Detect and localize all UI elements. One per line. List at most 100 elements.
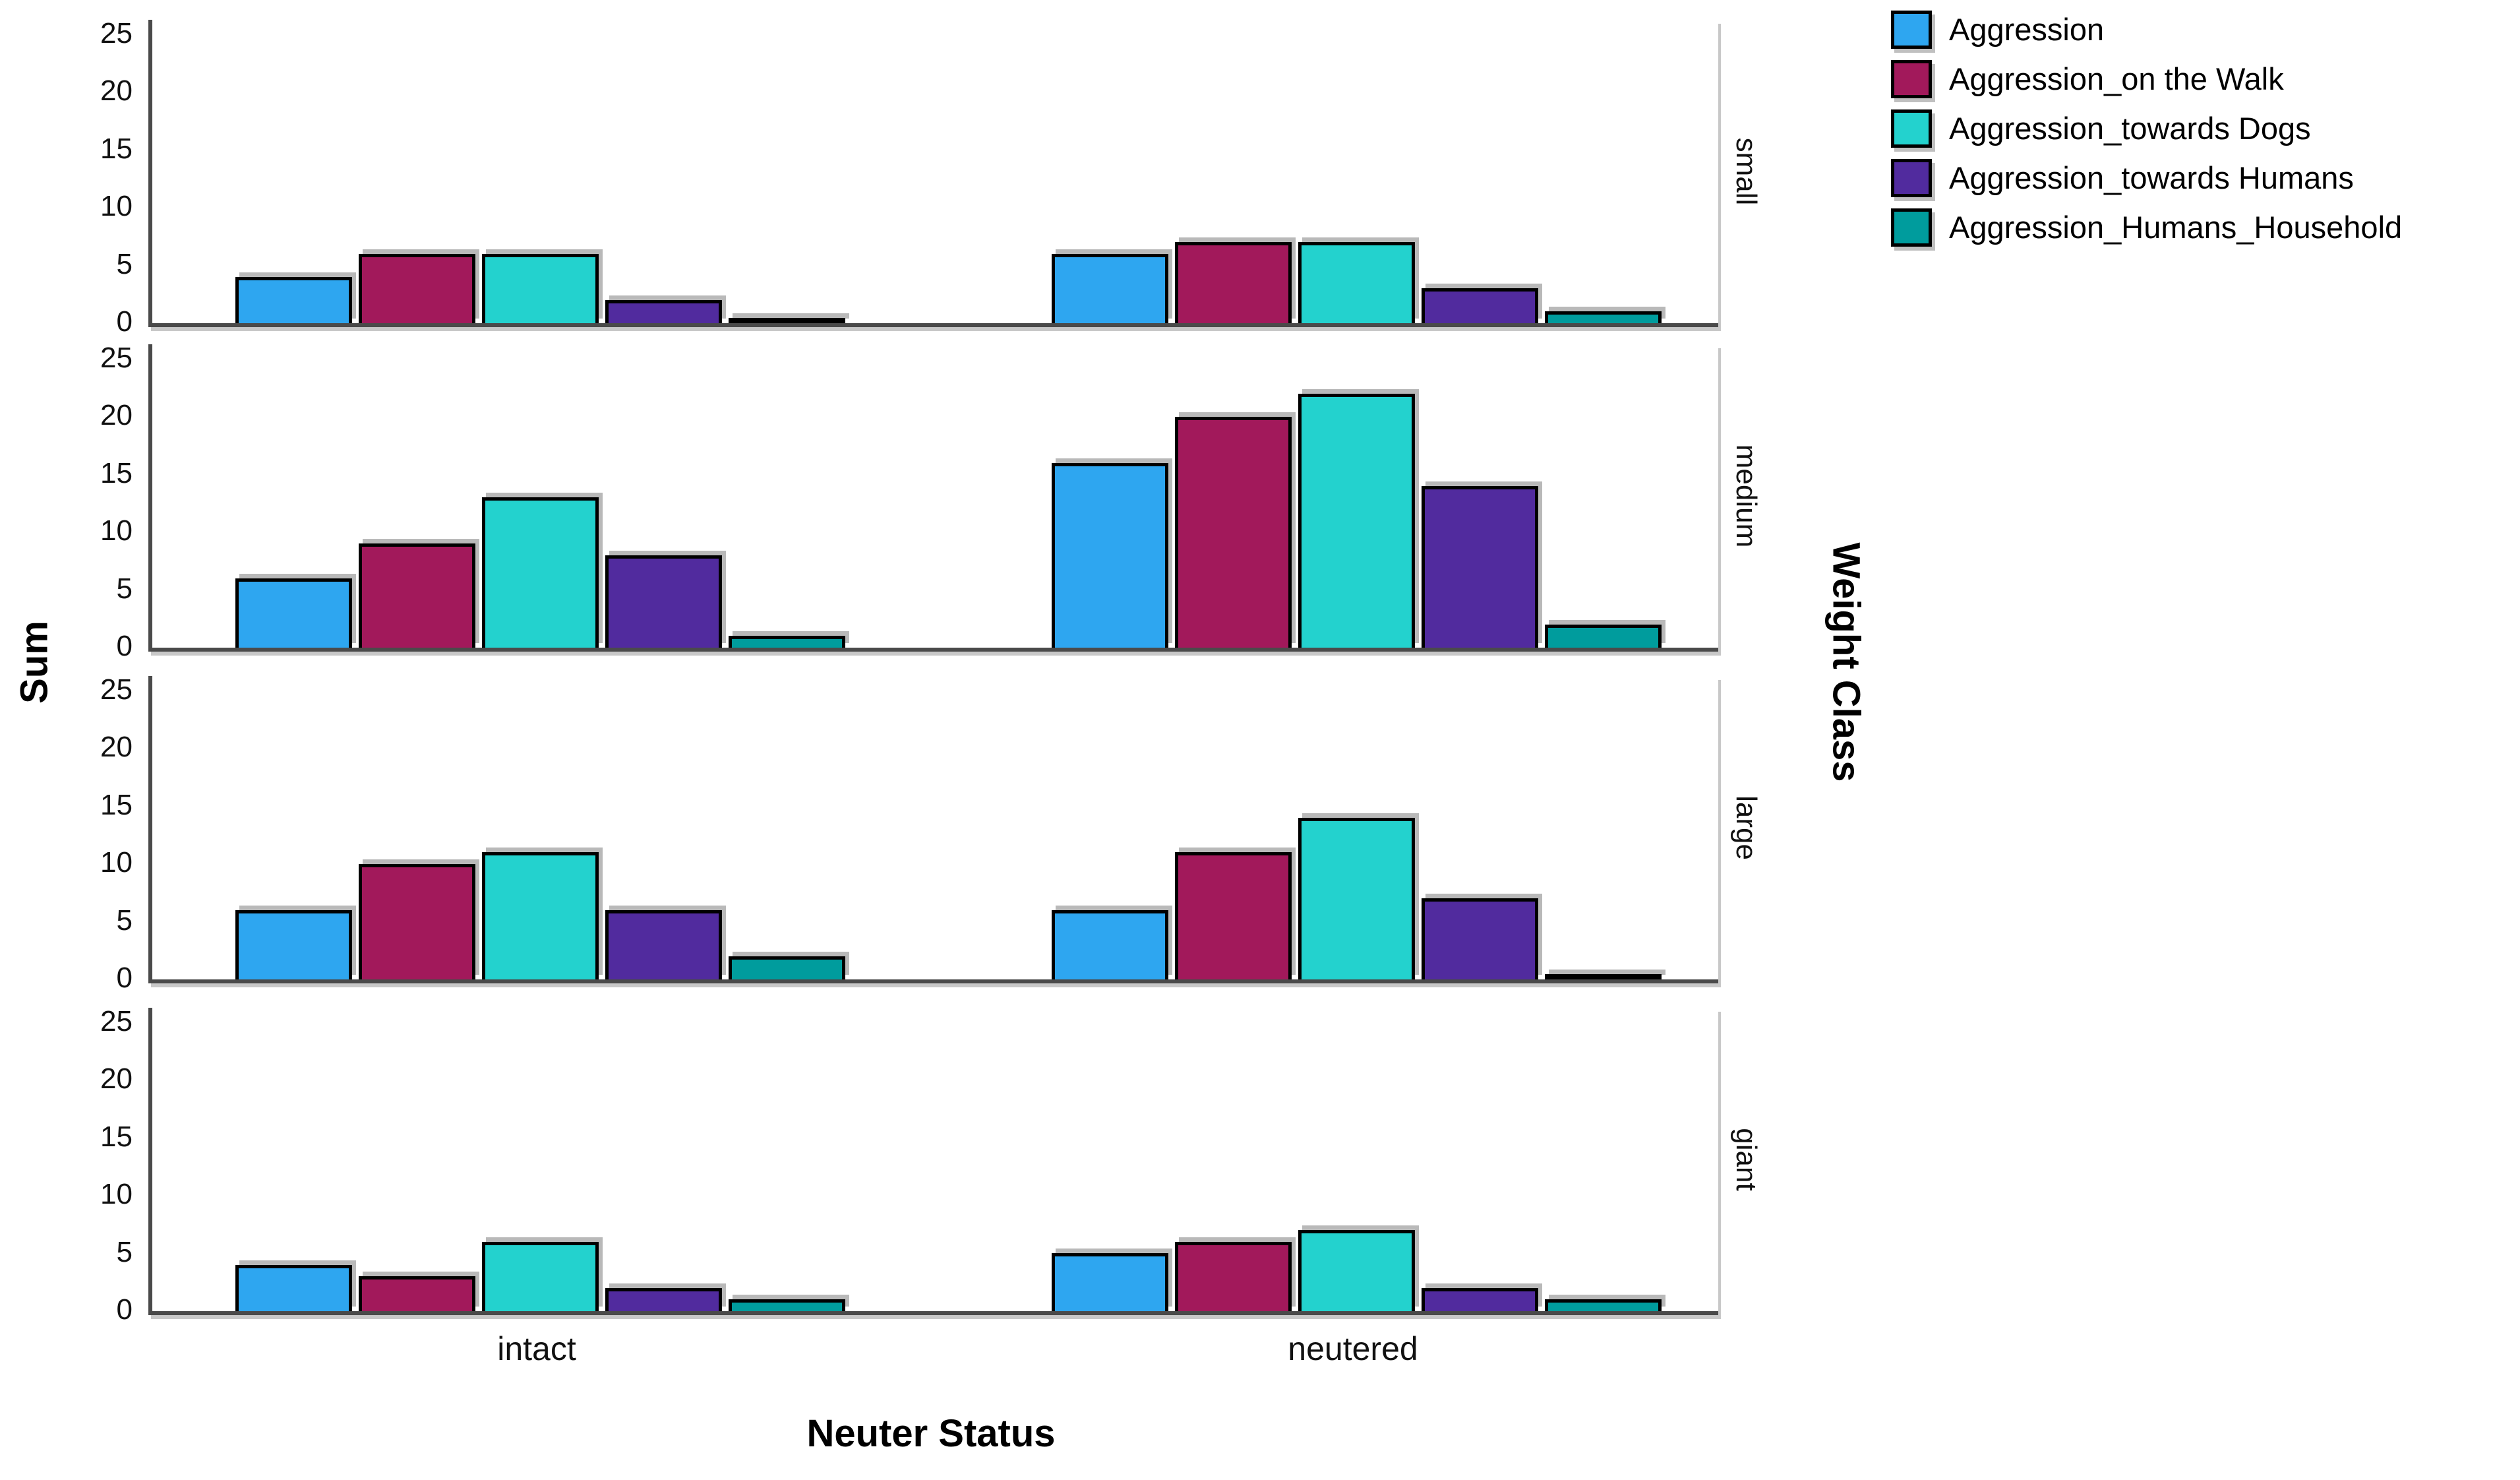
bar-aggression-humans-household (1545, 311, 1662, 323)
legend-label: Aggression (1949, 12, 2105, 47)
y-tick-label: 20 (100, 731, 133, 763)
bar-aggression-on-the-walk (359, 254, 475, 323)
bar-aggression-on-the-walk (1175, 1242, 1292, 1311)
x-axis-title: Neuter Status (806, 1412, 1056, 1455)
legend-swatch-icon (1891, 208, 1932, 247)
bar-aggression (235, 578, 352, 648)
legend-swatch-icon (1891, 11, 1932, 49)
bar-aggression-towards-dogs (482, 852, 599, 979)
panel-medium: 0 5 10 15 20 25 (100, 343, 1718, 661)
bar-aggression-humans-household (729, 1299, 845, 1311)
bar-aggression (1052, 463, 1168, 648)
y-tick-label: 15 (100, 132, 133, 165)
bar-group-neutered (1052, 394, 1662, 648)
bar-group-neutered (1052, 818, 1662, 979)
panel-large: 0 5 10 15 20 25 (100, 675, 1718, 993)
legend-row: Aggression_towards Humans (1891, 159, 2402, 197)
bar-group-neutered (1052, 1230, 1662, 1311)
facet-label-large: large (1730, 795, 1762, 860)
facet-label-medium: medium (1730, 444, 1762, 548)
bar-aggression-towards-humans (605, 910, 722, 979)
y-tick-labels: 0 5 10 15 20 25 (34, 341, 133, 661)
y-tick-label: 25 (100, 1004, 133, 1037)
y-tick-labels: 0 5 10 15 20 25 (34, 673, 133, 993)
y-tick-label: 5 (116, 1235, 133, 1268)
y-tick-label: 25 (100, 16, 133, 49)
legend-row: Aggression_Humans_Household (1891, 208, 2402, 247)
x-category-label-intact: intact (497, 1330, 576, 1367)
y-tick-label: 20 (100, 399, 133, 431)
facet-label-giant: giant (1730, 1128, 1762, 1191)
bar-aggression-towards-dogs (1298, 242, 1415, 323)
legend-swatch-icon (1891, 60, 1932, 98)
bar-aggression-towards-humans (1422, 1288, 1538, 1311)
y-tick-label: 25 (100, 673, 133, 706)
y-tick-label: 0 (116, 1293, 133, 1326)
bar-aggression-towards-humans (605, 555, 722, 648)
y-tick-label: 20 (100, 75, 133, 107)
bar-aggression-humans-household (1545, 974, 1662, 979)
bar-aggression-on-the-walk (359, 1276, 475, 1311)
bar-aggression-towards-dogs (1298, 1230, 1415, 1311)
y-tick-label: 15 (100, 788, 133, 821)
facet-label-small: small (1730, 137, 1762, 206)
bar-aggression-on-the-walk (1175, 852, 1292, 979)
y-tick-label: 10 (100, 846, 133, 879)
y-tick-label: 5 (116, 904, 133, 937)
bar-aggression (235, 910, 352, 979)
bar-group-neutered (1052, 242, 1662, 323)
y-tick-label: 5 (116, 572, 133, 605)
y-tick-label: 0 (116, 305, 133, 338)
legend-swatch-icon (1891, 159, 1932, 197)
panel-giant: 0 5 10 15 20 25 (100, 1006, 1718, 1324)
bar-group-intact (235, 852, 845, 979)
bar-aggression (1052, 254, 1168, 323)
legend-label: Aggression_Humans_Household (1949, 210, 2403, 245)
bar-aggression-humans-household (1545, 1299, 1662, 1311)
legend: Aggression Aggression_on the Walk Aggressi… (1891, 11, 2402, 258)
y-tick-label: 0 (116, 962, 133, 994)
bar-aggression-on-the-walk (359, 864, 475, 979)
legend-label: Aggression_towards Humans (1949, 160, 2354, 195)
y-tick-labels: 0 5 10 15 20 25 (34, 16, 133, 336)
y-tick-label: 15 (100, 1120, 133, 1153)
bar-aggression-on-the-walk (1175, 417, 1292, 648)
y-tick-label: 10 (100, 190, 133, 222)
y-tick-label: 15 (100, 456, 133, 489)
panel-small: 0 5 10 15 20 25 (100, 18, 1718, 336)
bar-aggression-on-the-walk (1175, 242, 1292, 323)
y-tick-label: 10 (100, 1178, 133, 1210)
bar-aggression-towards-humans (605, 300, 722, 323)
legend-row: Aggression_towards Dogs (1891, 109, 2402, 148)
legend-row: Aggression_on the Walk (1891, 60, 2402, 98)
bar-aggression-towards-dogs (1298, 394, 1415, 648)
bar-aggression-towards-humans (1422, 898, 1538, 979)
bar-group-intact (235, 497, 845, 648)
y-tick-label: 10 (100, 514, 133, 547)
bar-aggression-towards-dogs (482, 497, 599, 648)
y-tick-label: 0 (116, 630, 133, 662)
bar-aggression-towards-humans (1422, 288, 1538, 323)
y-tick-label: 25 (100, 341, 133, 374)
bar-aggression-towards-humans (1422, 486, 1538, 648)
x-category-label-neutered: neutered (1288, 1330, 1418, 1367)
bar-aggression (1052, 910, 1168, 979)
legend-swatch-icon (1891, 109, 1932, 148)
bar-aggression-towards-dogs (482, 1242, 599, 1311)
bar-aggression-humans-household (729, 318, 845, 323)
bar-group-intact (235, 1242, 845, 1311)
bar-aggression-humans-household (729, 956, 845, 979)
bar-aggression (235, 1265, 352, 1311)
bar-aggression-on-the-walk (359, 543, 475, 648)
y-tick-labels: 0 5 10 15 20 25 (34, 1004, 133, 1324)
legend-label: Aggression_towards Dogs (1949, 111, 2311, 146)
legend-label: Aggression_on the Walk (1949, 61, 2284, 96)
bar-group-intact (235, 254, 845, 323)
bar-aggression-humans-household (1545, 625, 1662, 648)
bar-aggression (1052, 1253, 1168, 1311)
y-tick-label: 20 (100, 1063, 133, 1095)
y-tick-label: 5 (116, 247, 133, 280)
bar-aggression-towards-dogs (1298, 818, 1415, 979)
legend-row: Aggression (1891, 11, 2402, 49)
